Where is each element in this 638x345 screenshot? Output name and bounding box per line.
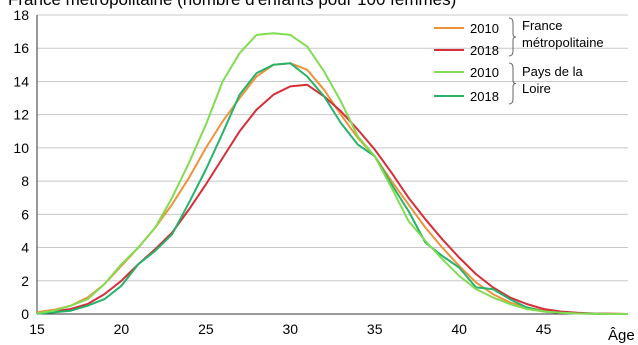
x-tick-label: 45 (536, 321, 552, 337)
y-tick-label: 0 (21, 306, 29, 322)
legend-group-label: Pays de la (522, 64, 583, 79)
legend: 2010 2018 2010 2018 France métropolitaine Pays… (434, 17, 604, 105)
series-line (36, 32, 628, 315)
y-tick-label: 16 (13, 40, 29, 56)
x-axis-label: Âge (608, 327, 635, 344)
legend-brace (508, 62, 517, 105)
legend-group-label: Loire (522, 81, 551, 96)
series-lines (36, 32, 629, 315)
y-tick-label: 10 (13, 140, 29, 156)
y-tick-label: 6 (21, 206, 29, 222)
chart-title: France métropolitaine (nombre d'enfants … (8, 0, 456, 10)
x-tick-label: 30 (282, 321, 298, 337)
x-tick-label: 20 (114, 321, 130, 337)
y-tick-labels: 0 2 4 6 8 10 12 14 16 18 (13, 7, 29, 322)
legend-series-label: 2010 (470, 21, 499, 36)
x-tick-label: 15 (29, 321, 45, 337)
y-tick-label: 14 (13, 73, 29, 89)
y-tick-label: 18 (13, 7, 29, 23)
legend-series-label: 2018 (470, 43, 499, 58)
y-tick-label: 12 (13, 107, 29, 123)
legend-series-label: 2010 (470, 65, 499, 80)
axes (36, 15, 628, 315)
series-line (36, 62, 628, 315)
y-tick-label: 4 (21, 240, 29, 256)
legend-group-label: métropolitaine (522, 35, 604, 50)
legend-brace (508, 17, 517, 57)
legend-group-label: France (522, 18, 562, 33)
y-tick-label: 8 (21, 173, 29, 189)
x-tick-label: 25 (198, 321, 214, 337)
y-tick-label: 2 (21, 273, 29, 289)
x-tick-label: 40 (451, 321, 467, 337)
legend-series-label: 2018 (470, 89, 499, 104)
gridlines (37, 14, 628, 282)
x-tick-labels: 15 20 25 30 35 40 45 (29, 321, 551, 337)
x-tick-label: 35 (367, 321, 383, 337)
